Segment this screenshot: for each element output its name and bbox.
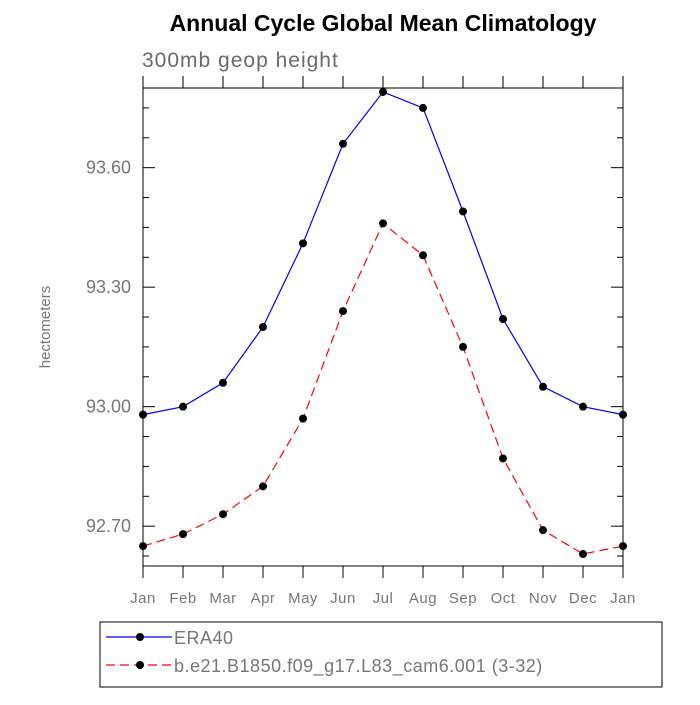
y-tick-label: 93.30 (86, 277, 131, 297)
series-0-point (419, 103, 427, 112)
x-tick-label: Sep (449, 590, 477, 607)
y-tick-label: 92.70 (86, 516, 131, 536)
series-0-point (459, 207, 467, 216)
series-0-point (219, 378, 227, 387)
x-tick-label: May (288, 590, 318, 607)
series-1-point (379, 219, 387, 228)
series-1-point (299, 414, 307, 423)
y-axis-label: hectometers (37, 286, 54, 369)
series-0-point (499, 315, 507, 324)
x-tick-label: Dec (569, 590, 597, 607)
series-0-point (379, 87, 387, 96)
series-line-1 (142, 222, 624, 555)
x-tick-label: Feb (169, 590, 196, 607)
series-0-point (579, 402, 587, 411)
y-axis-ticks: 92.70 93.00 93.30 93.60 (86, 107, 623, 557)
series-1-point (339, 307, 347, 316)
series-0-point (179, 402, 187, 411)
y-tick-label: 93.60 (86, 158, 131, 178)
series-0-point (539, 382, 547, 391)
legend-box (99, 621, 663, 688)
series-1-point (419, 251, 427, 260)
legend: ERA40 b.e21.B1850.f09_g17.L83_cam6.001 (3… (106, 628, 543, 677)
x-tick-label: Jun (330, 590, 356, 607)
series-0-point (299, 239, 307, 248)
series-1-point (619, 542, 627, 551)
series-1-point (179, 530, 187, 539)
y-tick-label: 93.00 (86, 397, 131, 417)
series-1-point (259, 482, 267, 491)
plot-frame (142, 87, 624, 567)
legend-marker-1 (136, 661, 144, 669)
series-1-point (499, 454, 507, 463)
series-0-point (139, 410, 147, 419)
series-1-point (579, 550, 587, 559)
x-tick-label: Aug (409, 590, 437, 607)
legend-label-0: ERA40 (174, 628, 234, 648)
series-0-point (259, 323, 267, 331)
series-layer (139, 87, 627, 559)
series-line-0 (142, 91, 624, 416)
x-tick-label: Apr (251, 590, 276, 607)
x-tick-label: Mar (209, 590, 236, 607)
x-tick-label: Oct (491, 590, 516, 607)
legend-label-1: b.e21.B1850.f09_g17.L83_cam6.001 (3-32) (174, 656, 543, 677)
series-1-point (539, 526, 547, 535)
x-axis-ticks: Jan Feb Mar Apr May Jun Jul Aug Sep Oct Nov Dec Jan (130, 76, 636, 607)
chart-subtitle: 300mb geop height (142, 49, 339, 72)
series-0-point (339, 139, 347, 148)
series-0-point (619, 410, 627, 419)
series-1-point (219, 510, 227, 519)
series-1-point (139, 542, 147, 551)
x-tick-label: Nov (529, 590, 557, 607)
x-tick-label: Jan (610, 590, 636, 607)
x-tick-label: Jul (373, 590, 394, 607)
legend-marker-0 (136, 633, 144, 641)
x-tick-label: Jan (130, 590, 156, 607)
chart-title: Annual Cycle Global Mean Climatology (170, 10, 597, 36)
series-1-point (459, 342, 467, 351)
